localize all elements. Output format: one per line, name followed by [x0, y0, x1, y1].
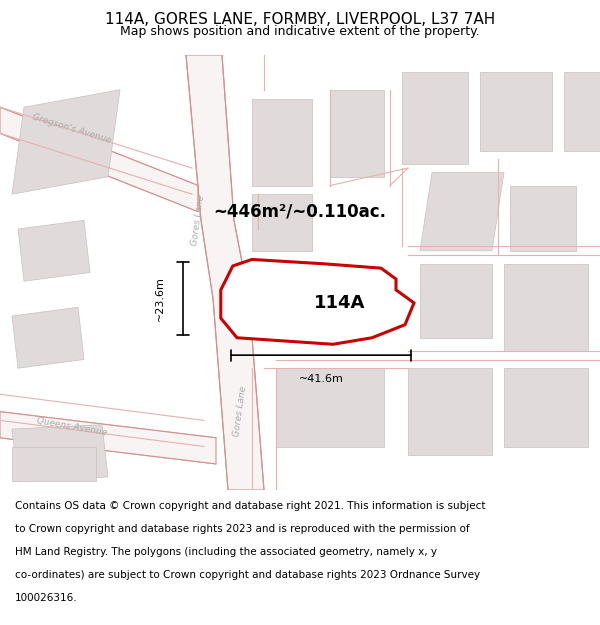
Polygon shape — [12, 446, 96, 481]
Text: 100026316.: 100026316. — [15, 592, 77, 602]
Polygon shape — [420, 264, 492, 338]
Polygon shape — [564, 72, 600, 151]
Polygon shape — [330, 90, 384, 177]
Polygon shape — [408, 368, 492, 455]
Text: Gregson's Avenue: Gregson's Avenue — [31, 112, 113, 145]
Text: Gores Lane: Gores Lane — [190, 194, 206, 246]
Polygon shape — [420, 173, 504, 251]
Polygon shape — [402, 72, 468, 164]
Polygon shape — [12, 90, 120, 194]
Polygon shape — [510, 186, 576, 251]
Polygon shape — [221, 259, 414, 344]
Polygon shape — [0, 412, 216, 464]
Polygon shape — [12, 308, 84, 368]
Polygon shape — [480, 72, 552, 151]
Text: ~41.6m: ~41.6m — [299, 374, 343, 384]
Polygon shape — [12, 425, 108, 481]
Polygon shape — [0, 107, 198, 212]
Polygon shape — [504, 264, 588, 351]
Text: Queens Avenue: Queens Avenue — [36, 416, 108, 437]
Polygon shape — [276, 368, 384, 446]
Text: ~446m²/~0.110ac.: ~446m²/~0.110ac. — [214, 202, 386, 221]
Polygon shape — [252, 99, 312, 186]
Text: Map shows position and indicative extent of the property.: Map shows position and indicative extent… — [120, 26, 480, 39]
Text: HM Land Registry. The polygons (including the associated geometry, namely x, y: HM Land Registry. The polygons (includin… — [15, 547, 437, 557]
Text: 114A, GORES LANE, FORMBY, LIVERPOOL, L37 7AH: 114A, GORES LANE, FORMBY, LIVERPOOL, L37… — [105, 12, 495, 27]
Text: 114A: 114A — [314, 294, 365, 312]
Text: to Crown copyright and database rights 2023 and is reproduced with the permissio: to Crown copyright and database rights 2… — [15, 524, 470, 534]
Polygon shape — [252, 194, 312, 251]
Text: ~23.6m: ~23.6m — [155, 276, 165, 321]
Polygon shape — [186, 55, 264, 490]
Polygon shape — [504, 368, 588, 446]
Polygon shape — [18, 220, 90, 281]
Text: Gores Lane: Gores Lane — [232, 386, 248, 438]
Text: Contains OS data © Crown copyright and database right 2021. This information is : Contains OS data © Crown copyright and d… — [15, 501, 485, 511]
Text: co-ordinates) are subject to Crown copyright and database rights 2023 Ordnance S: co-ordinates) are subject to Crown copyr… — [15, 569, 480, 579]
